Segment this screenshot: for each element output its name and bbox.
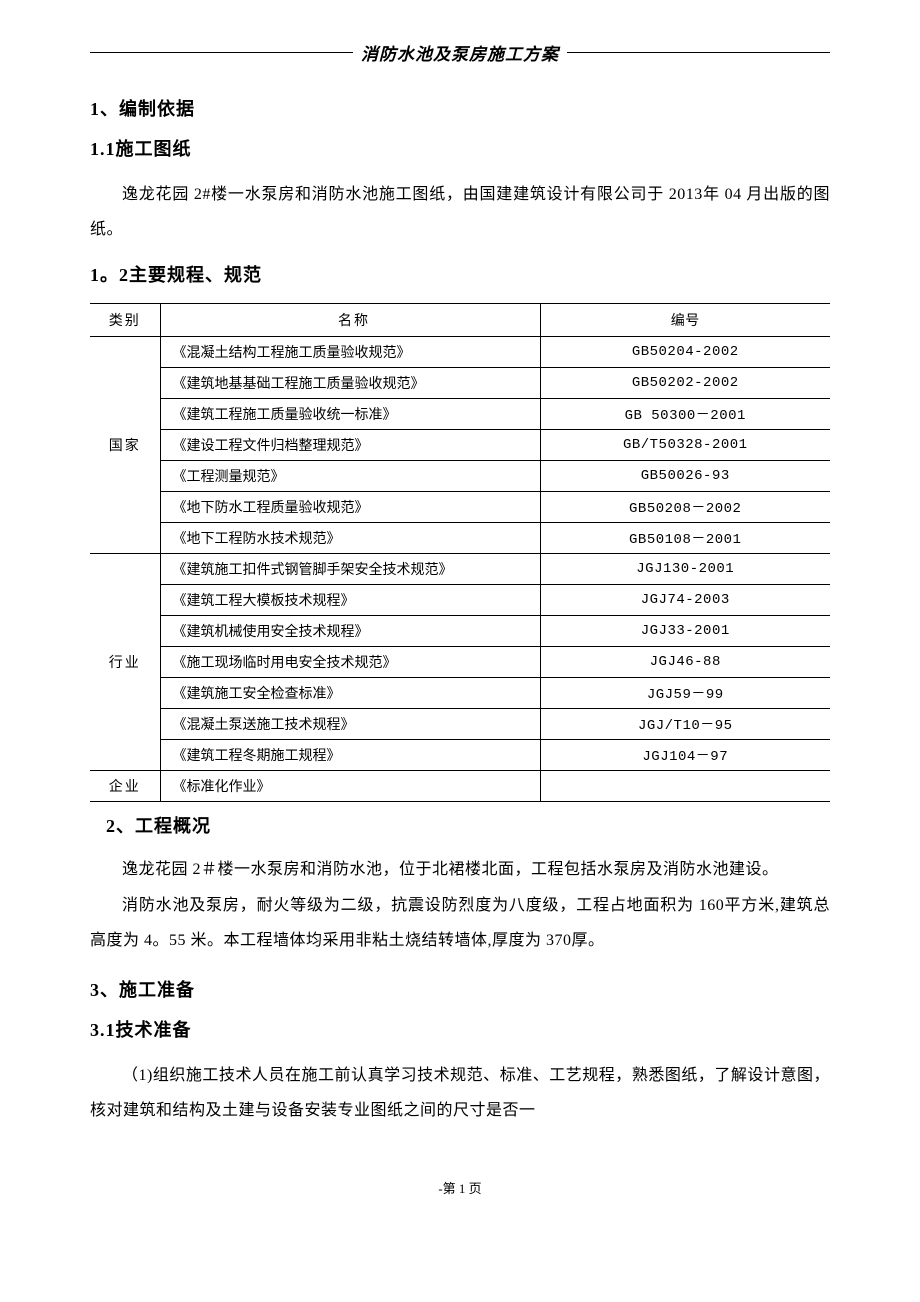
table-cell-category: 行业	[90, 554, 160, 771]
table-row: 《建筑工程大模板技术规程》JGJ74-2003	[90, 585, 830, 616]
table-header-category: 类别	[90, 304, 160, 337]
table-row: 《施工现场临时用电安全技术规范》JGJ46-88	[90, 647, 830, 678]
table-row: 《建筑工程施工质量验收统一标准》GB 50300－2001	[90, 399, 830, 430]
section-1-2-title: 1。2主要规程、规范	[90, 261, 830, 287]
table-row: 《地下防水工程质量验收规范》GB50208－2002	[90, 492, 830, 523]
section-3-title: 3、施工准备	[90, 976, 830, 1002]
table-cell-name: 《工程测量规范》	[160, 461, 540, 492]
table-cell-code: GB 50300－2001	[540, 399, 830, 430]
table-cell-code: GB50108－2001	[540, 523, 830, 554]
table-header-row: 类别 名称 编号	[90, 304, 830, 337]
table-cell-code: GB50208－2002	[540, 492, 830, 523]
table-cell-name: 《施工现场临时用电安全技术规范》	[160, 647, 540, 678]
section-2-title: 2、工程概况	[106, 812, 830, 838]
table-cell-code: GB50204-2002	[540, 337, 830, 368]
table-cell-category: 国家	[90, 337, 160, 554]
table-row: 《工程测量规范》GB50026-93	[90, 461, 830, 492]
section-3-1-p1: （1)组织施工技术人员在施工前认真学习技术规范、标准、工艺规程，熟悉图纸，了解设…	[90, 1058, 830, 1128]
table-cell-code: JGJ/T10－95	[540, 709, 830, 740]
table-row: 国家《混凝土结构工程施工质量验收规范》GB50204-2002	[90, 337, 830, 368]
table-cell-name: 《地下防水工程质量验收规范》	[160, 492, 540, 523]
table-cell-name: 《混凝土泵送施工技术规程》	[160, 709, 540, 740]
table-row: 《建设工程文件归档整理规范》GB/T50328-2001	[90, 430, 830, 461]
table-row: 《地下工程防水技术规范》GB50108－2001	[90, 523, 830, 554]
table-cell-code: GB50026-93	[540, 461, 830, 492]
section-1-1-title: 1.1施工图纸	[90, 135, 830, 161]
table-cell-code: JGJ74-2003	[540, 585, 830, 616]
table-cell-name: 《标准化作业》	[160, 771, 540, 802]
table-cell-code: JGJ33-2001	[540, 616, 830, 647]
table-cell-code: GB50202-2002	[540, 368, 830, 399]
table-cell-name: 《建筑工程大模板技术规程》	[160, 585, 540, 616]
table-cell-name: 《建筑地基基础工程施工质量验收规范》	[160, 368, 540, 399]
table-cell-name: 《建筑施工安全检查标准》	[160, 678, 540, 709]
table-row: 《建筑施工安全检查标准》JGJ59－99	[90, 678, 830, 709]
document-title: 消防水池及泵房施工方案	[353, 40, 567, 65]
table-cell-name: 《建筑施工扣件式钢管脚手架安全技术规范》	[160, 554, 540, 585]
table-cell-code: GB/T50328-2001	[540, 430, 830, 461]
table-row: 《混凝土泵送施工技术规程》JGJ/T10－95	[90, 709, 830, 740]
table-cell-name: 《建筑机械使用安全技术规程》	[160, 616, 540, 647]
table-row: 企业《标准化作业》	[90, 771, 830, 802]
section-1-title: 1、编制依据	[90, 95, 830, 121]
table-cell-name: 《建设工程文件归档整理规范》	[160, 430, 540, 461]
table-cell-category: 企业	[90, 771, 160, 802]
section-2-p2: 消防水池及泵房，耐火等级为二级，抗震设防烈度为八度级，工程占地面积为 160平方…	[90, 888, 830, 958]
section-1-1-body: 逸龙花园 2#楼一水泵房和消防水池施工图纸，由国建建筑设计有限公司于 2013年…	[90, 177, 830, 247]
header-underline-left	[90, 52, 353, 53]
table-cell-name: 《混凝土结构工程施工质量验收规范》	[160, 337, 540, 368]
table-cell-code: JGJ46-88	[540, 647, 830, 678]
header-underline-right	[567, 52, 830, 53]
table-cell-name: 《地下工程防水技术规范》	[160, 523, 540, 554]
table-row: 《建筑机械使用安全技术规程》JGJ33-2001	[90, 616, 830, 647]
section-3-1-title: 3.1技术准备	[90, 1016, 830, 1042]
section-2-p1: 逸龙花园 2＃楼一水泵房和消防水池，位于北裙楼北面，工程包括水泵房及消防水池建设…	[90, 852, 830, 887]
table-row: 《建筑工程冬期施工规程》JGJ104－97	[90, 740, 830, 771]
page-footer: -第 1 页	[90, 1178, 830, 1197]
table-header-code: 编号	[540, 304, 830, 337]
table-cell-code: JGJ59－99	[540, 678, 830, 709]
table-cell-code	[540, 771, 830, 802]
table-header-name: 名称	[160, 304, 540, 337]
table-row: 行业《建筑施工扣件式钢管脚手架安全技术规范》JGJ130-2001	[90, 554, 830, 585]
table-row: 《建筑地基基础工程施工质量验收规范》GB50202-2002	[90, 368, 830, 399]
document-header: 消防水池及泵房施工方案	[90, 40, 830, 65]
standards-table: 类别 名称 编号 国家《混凝土结构工程施工质量验收规范》GB50204-2002…	[90, 303, 830, 802]
table-cell-name: 《建筑工程施工质量验收统一标准》	[160, 399, 540, 430]
table-cell-code: JGJ130-2001	[540, 554, 830, 585]
table-cell-code: JGJ104－97	[540, 740, 830, 771]
table-cell-name: 《建筑工程冬期施工规程》	[160, 740, 540, 771]
